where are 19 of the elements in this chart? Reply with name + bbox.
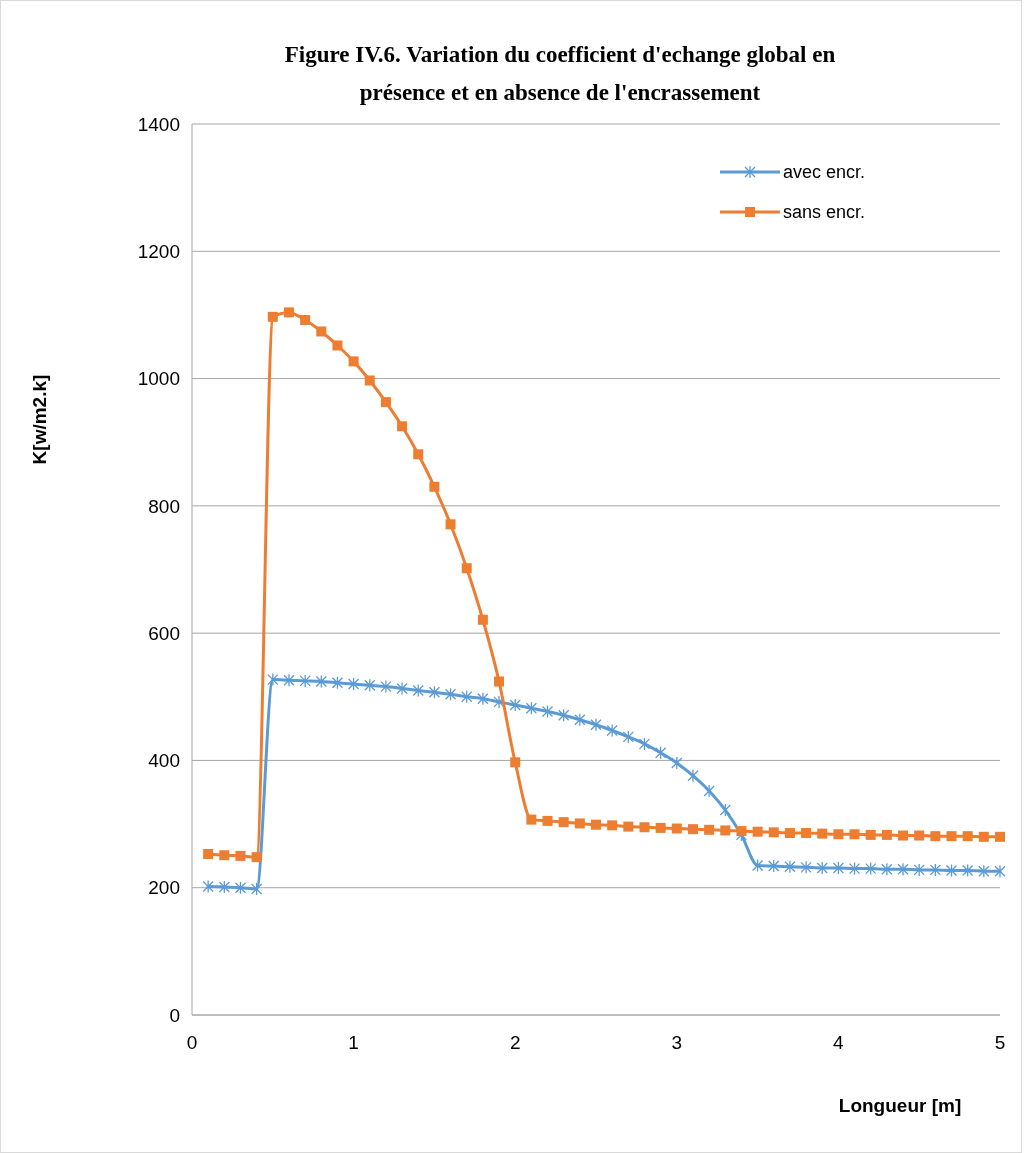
x-axis-title: Longueur [m] <box>838 1095 962 1116</box>
x-tick-label: 5 <box>994 1032 1006 1053</box>
y-tick-label: 1000 <box>137 368 180 390</box>
legend-label: sans encr. <box>783 202 866 223</box>
x-tick-label: 0 <box>186 1032 198 1053</box>
chart-title: Figure IV.6. Variation du coefficient d'echange global en présence et en absence de l'encrassement <box>284 42 836 105</box>
y-tick-label: 1200 <box>137 240 180 262</box>
y-tick-label: 0 <box>169 1004 180 1026</box>
y-tick-label: 600 <box>148 622 180 644</box>
x-tick-label: 1 <box>348 1032 359 1053</box>
x-tick-label: 4 <box>833 1032 845 1053</box>
y-tick-label: 800 <box>148 495 180 517</box>
legend-label: avec encr. <box>783 162 866 183</box>
y-tick-label: 200 <box>148 877 180 899</box>
x-tick-label: 3 <box>671 1032 683 1053</box>
x-tick-label: 2 <box>509 1032 521 1053</box>
y-axis-title: K[w/m2.k] <box>29 374 50 465</box>
y-tick-label: 400 <box>148 750 180 772</box>
y-tick-label: 1400 <box>137 113 180 135</box>
